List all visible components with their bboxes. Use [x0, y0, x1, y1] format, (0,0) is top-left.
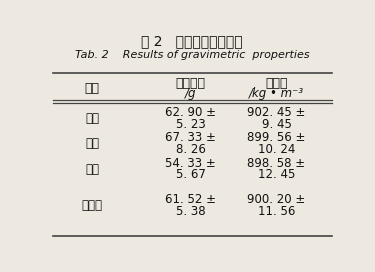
Text: 898. 58 ±: 898. 58 ± — [248, 157, 306, 170]
Text: 900. 20 ±: 900. 20 ± — [248, 193, 306, 206]
Text: 902. 45 ±: 902. 45 ± — [247, 106, 306, 119]
Text: 62. 90 ±: 62. 90 ± — [165, 106, 216, 119]
Text: 5. 67: 5. 67 — [176, 168, 206, 181]
Text: 表 2   比重物理特性结果: 表 2 比重物理特性结果 — [141, 34, 243, 48]
Text: 54. 33 ±: 54. 33 ± — [165, 157, 216, 170]
Text: /g: /g — [185, 87, 196, 100]
Text: 899. 56 ±: 899. 56 ± — [247, 131, 306, 144]
Text: 黑牛: 黑牛 — [85, 112, 99, 125]
Text: 花皮: 花皮 — [85, 163, 99, 176]
Text: /kg • m⁻³: /kg • m⁻³ — [249, 87, 304, 100]
Text: 67. 33 ±: 67. 33 ± — [165, 131, 216, 144]
Text: 干粒质量: 干粒质量 — [176, 77, 206, 90]
Text: 8. 26: 8. 26 — [176, 143, 206, 156]
Text: 12. 45: 12. 45 — [258, 168, 295, 181]
Text: 9. 45: 9. 45 — [261, 118, 291, 131]
Text: 5. 23: 5. 23 — [176, 118, 206, 131]
Text: Tab. 2    Results of gravimetric  properties: Tab. 2 Results of gravimetric properties — [75, 50, 309, 60]
Text: 真密度: 真密度 — [265, 77, 288, 90]
Text: 类别: 类别 — [84, 82, 99, 95]
Text: 10. 24: 10. 24 — [258, 143, 295, 156]
Text: 蜜红: 蜜红 — [85, 137, 99, 150]
Text: 平均值: 平均值 — [81, 199, 102, 212]
Text: 11. 56: 11. 56 — [258, 205, 295, 218]
Text: 61. 52 ±: 61. 52 ± — [165, 193, 216, 206]
Text: 5. 38: 5. 38 — [176, 205, 206, 218]
